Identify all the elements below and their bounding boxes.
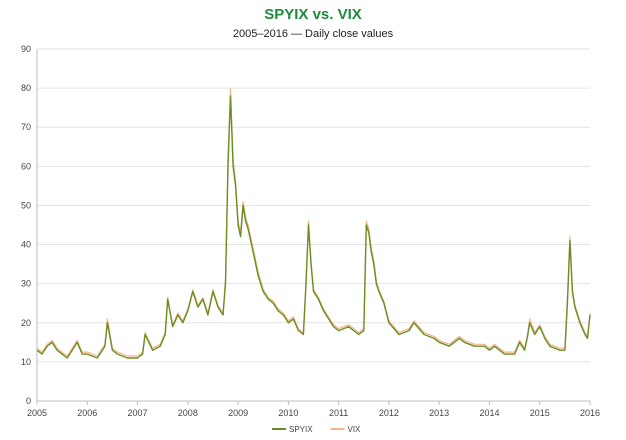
grid-lines [37,48,590,402]
axes: 0 10 20 30 40 50 60 70 80 90 2005 2006 2007 2008 2009 2… [21,44,600,418]
x-tick-label: 2010 [278,408,298,418]
y-tick-label: 60 [21,161,31,171]
legend-label-spyix: SPYIX [289,425,313,434]
y-tick-label: 40 [21,240,31,250]
x-tick-label: 2015 [530,408,550,418]
series-line-spyix [36,95,591,359]
y-tick-label: 20 [21,318,31,328]
chart-subtitle: 2005–2016 — Daily close values [232,28,394,40]
x-tick-label: 2007 [128,408,148,418]
y-tick-label: 30 [21,279,31,289]
y-tick-label: 80 [21,83,31,93]
x-tick-label: 2005 [27,408,47,418]
x-tick-label: 2016 [580,408,600,418]
legend-label-vix: VIX [348,425,362,434]
x-tick-label: 2012 [379,408,399,418]
y-tick-label: 0 [26,396,31,406]
x-tick-label: 2009 [228,408,248,418]
x-tick-label: 2008 [178,408,198,418]
x-tick-label: 2013 [429,408,449,418]
y-tick-label: 70 [21,122,31,132]
legend: SPYIX VIX [272,425,361,434]
series-lines [36,87,591,359]
x-tick-label: 2006 [77,408,97,418]
y-tick-label: 10 [21,357,31,367]
series-line-vix [36,87,591,357]
y-tick-label: 50 [21,200,31,210]
x-tick-label: 2011 [329,408,348,418]
y-tick-label: 90 [21,44,31,54]
chart-title: SPYIX vs. VIX [264,6,362,23]
x-tick-label: 2014 [479,408,499,418]
